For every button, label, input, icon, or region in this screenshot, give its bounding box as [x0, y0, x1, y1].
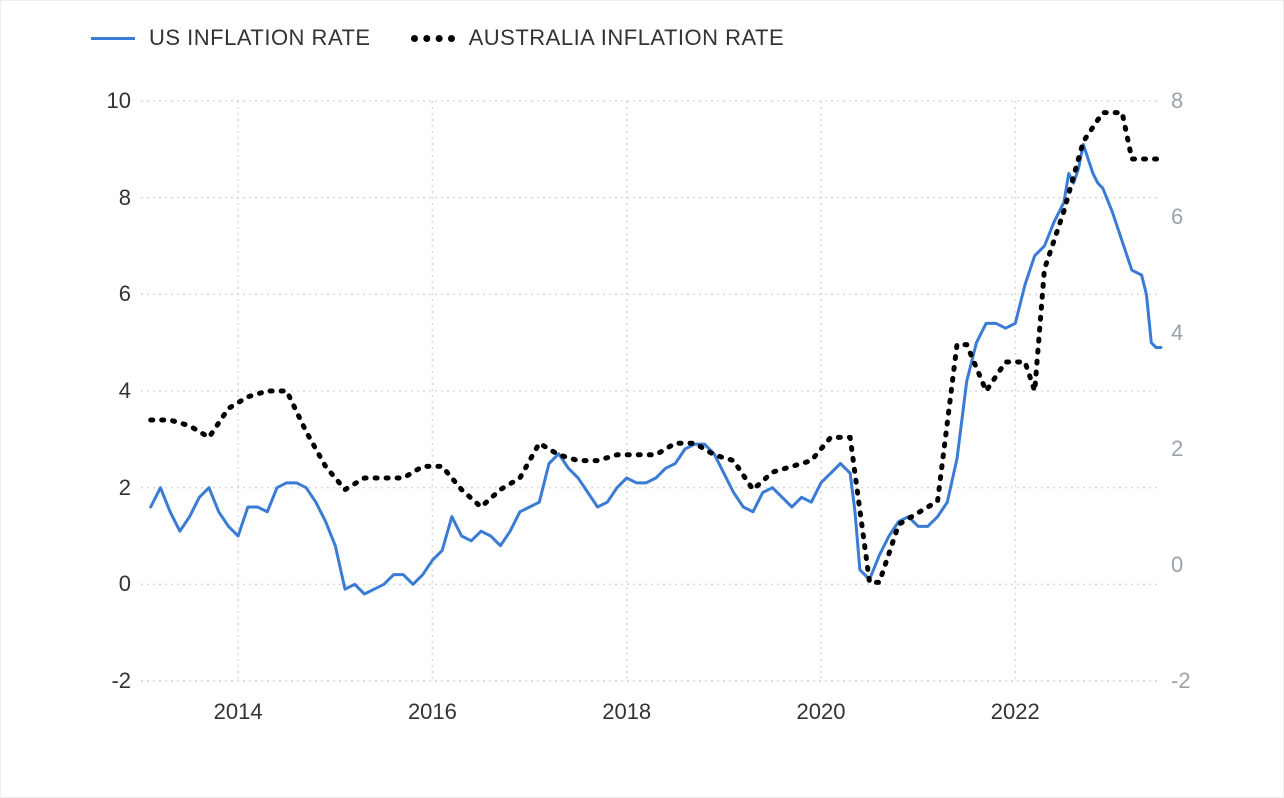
legend-item-us: US INFLATION RATE — [91, 25, 371, 51]
axis-tick-label: 2014 — [198, 699, 278, 725]
chart-legend: US INFLATION RATE AUSTRALIA INFLATION RA… — [91, 25, 784, 51]
axis-tick-label: 4 — [81, 378, 131, 404]
legend-swatch-au — [411, 35, 455, 42]
legend-label-au: AUSTRALIA INFLATION RATE — [469, 25, 785, 51]
legend-swatch-us — [91, 37, 135, 40]
axis-tick-label: 0 — [81, 571, 131, 597]
axis-tick-label: 2 — [1171, 436, 1221, 462]
axis-tick-label: 2020 — [781, 699, 861, 725]
legend-item-au: AUSTRALIA INFLATION RATE — [411, 25, 785, 51]
axis-tick-label: 6 — [1171, 204, 1221, 230]
axis-tick-label: 2018 — [587, 699, 667, 725]
axis-tick-label: 8 — [81, 185, 131, 211]
axis-tick-label: 2 — [81, 475, 131, 501]
axis-tick-label: -2 — [1171, 668, 1221, 694]
legend-label-us: US INFLATION RATE — [149, 25, 371, 51]
series-layer — [141, 101, 1161, 681]
axis-tick-label: 4 — [1171, 320, 1221, 346]
axis-tick-label: 6 — [81, 281, 131, 307]
plot-area — [141, 101, 1161, 681]
axis-tick-label: 8 — [1171, 88, 1221, 114]
axis-tick-label: 2016 — [392, 699, 472, 725]
axis-tick-label: -2 — [81, 668, 131, 694]
axis-tick-label: 10 — [81, 88, 131, 114]
axis-tick-label: 2022 — [975, 699, 1055, 725]
axis-tick-label: 0 — [1171, 552, 1221, 578]
inflation-chart: US INFLATION RATE AUSTRALIA INFLATION RA… — [0, 0, 1284, 798]
